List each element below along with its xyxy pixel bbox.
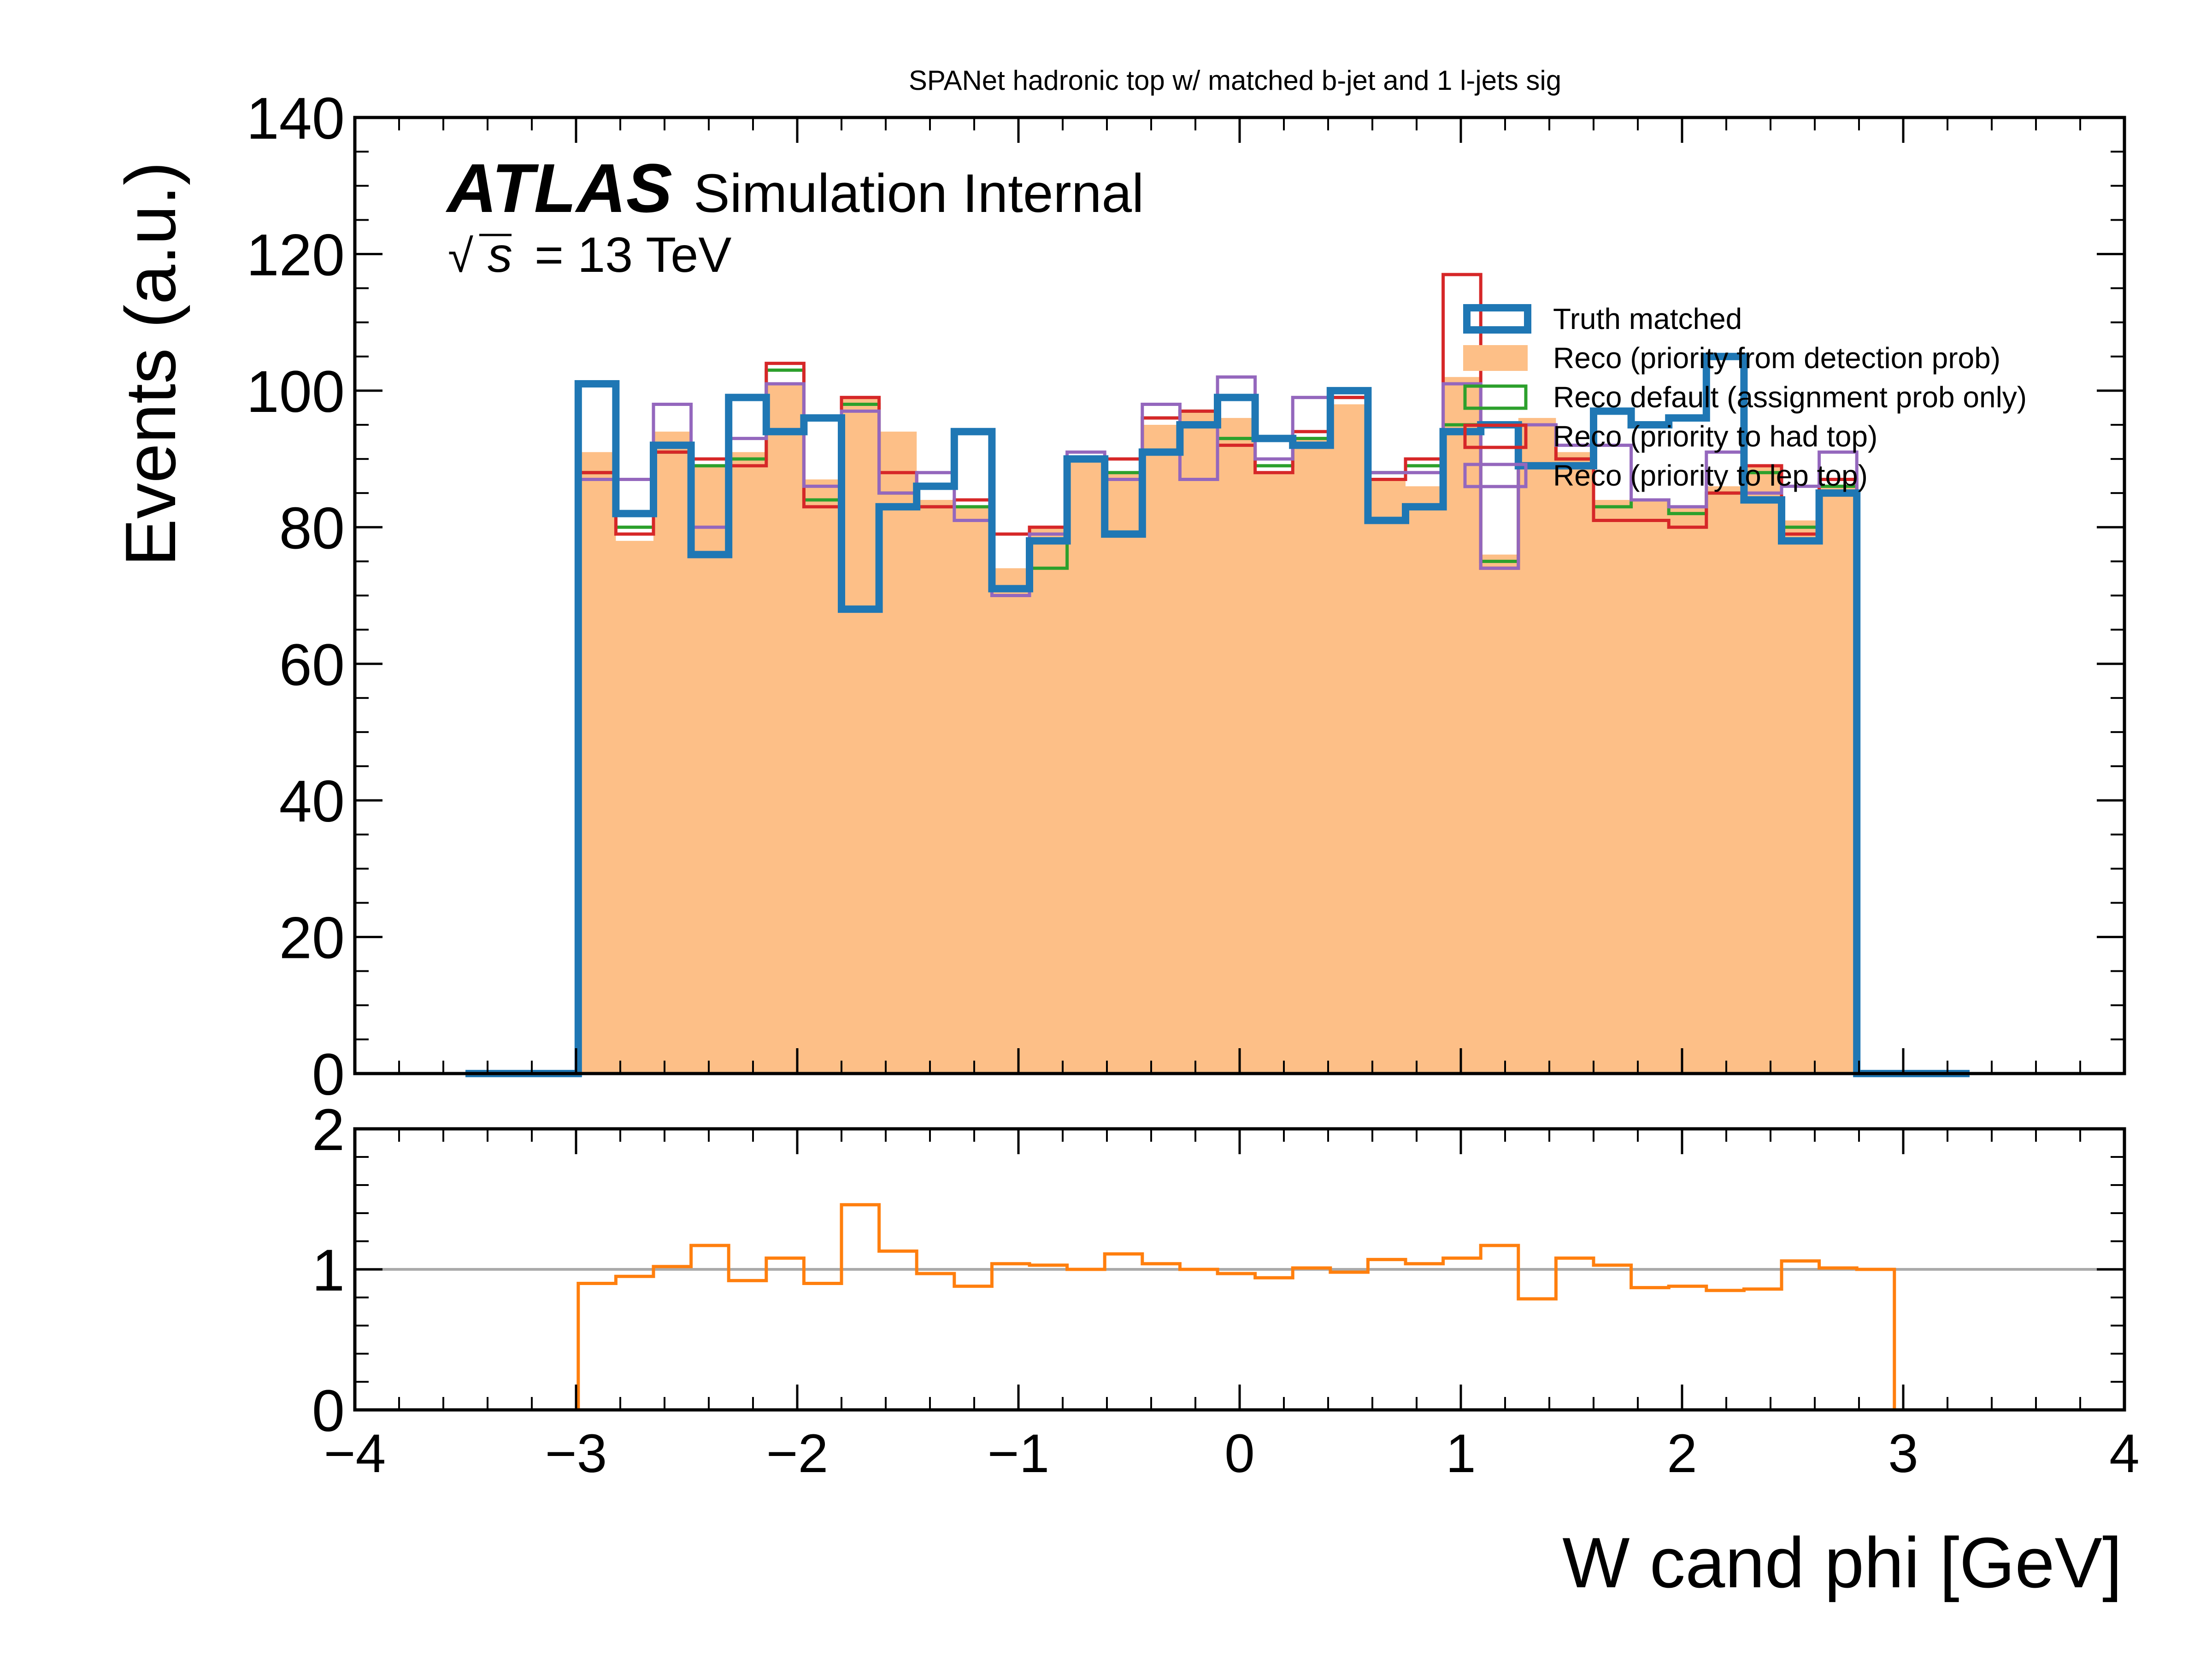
legend-swatch-reco-priority-to-had-top: [1463, 423, 1528, 449]
legend-swatch-truth-matched: [1463, 304, 1531, 334]
y-axis-label: Events (a.u.): [111, 162, 190, 567]
legend-swatch-reco-priority-from-detection-prob: [1463, 345, 1528, 371]
x-tick-label: 2: [1667, 1423, 1697, 1484]
x-tick-label: −3: [545, 1423, 607, 1484]
ratio-plot-area: [355, 1203, 2124, 1412]
legend-label-reco-default-assignment-prob-only: Reco default (assignment prob only): [1553, 381, 2027, 414]
ratio-series: [465, 1203, 1970, 1412]
x-tick-label: 1: [1446, 1423, 1476, 1484]
step-series-reco-priority-to-lep-top: [465, 375, 1970, 1075]
chart-title: SPANet hadronic top w/ matched b-jet and…: [909, 65, 1561, 96]
legend-label-truth-matched: Truth matched: [1553, 302, 1742, 335]
y-tick-label: 120: [246, 223, 345, 288]
main-plot-area: [465, 273, 1970, 1077]
legend-swatch-reco-default-assignment-prob-only: [1463, 384, 1528, 410]
legend-swatch-reco-priority-to-lep-top: [1463, 463, 1528, 488]
x-tick-label: −4: [324, 1423, 386, 1484]
main-frame: [353, 116, 2126, 1075]
y-tick-label: 80: [279, 495, 345, 561]
legend-label-reco-priority-to-had-top: Reco (priority to had top): [1553, 420, 1877, 453]
x-tick-label: −1: [988, 1423, 1050, 1484]
atlas-sublabel: Simulation Internal: [694, 163, 1144, 224]
atlas-label: ATLAS: [445, 149, 672, 227]
main-axes: 0 20 40 60 80 100 120 140: [246, 86, 2126, 1108]
legend-label-reco-priority-from-detection-prob: Reco (priority from detection prob): [1553, 341, 2000, 375]
legend: Truth matched Reco (priority from detecti…: [1463, 302, 2027, 492]
x-tick-label: 3: [1888, 1423, 1918, 1484]
ratio-axes: −4 −3 −2 −1 0 1 2 3 4 0 1 2: [312, 1097, 2140, 1484]
step-series-truth-matched: [465, 352, 1970, 1077]
ratio-frame: [353, 1127, 2126, 1412]
energy-sqrt-symbol: √: [448, 230, 473, 282]
x-tick-label: 4: [2109, 1423, 2140, 1484]
energy-value: = 13 TeV: [535, 227, 731, 282]
y-tick-label: 100: [246, 359, 345, 425]
y-tick-label: 0: [312, 1042, 345, 1108]
y-tick-label: 0: [312, 1378, 345, 1444]
x-tick-label: 0: [1224, 1423, 1255, 1484]
atlas-label-block: ATLAS Simulation Internal √ s = 13 TeV: [445, 149, 1144, 282]
y-tick-label: 140: [246, 86, 345, 152]
y-tick-label: 60: [279, 632, 345, 698]
legend-label-reco-priority-to-lep-top: Reco (priority to lep top): [1553, 459, 1868, 492]
y-tick-label: 1: [312, 1238, 345, 1303]
x-axis-label: W cand phi [GeV]: [1562, 1523, 2122, 1602]
energy-s: s: [488, 227, 512, 282]
main-panel: 0 20 40 60 80 100 120 140: [246, 86, 2126, 1108]
y-tick-label: 2: [312, 1097, 345, 1163]
y-tick-label: 20: [279, 905, 345, 971]
ratio-panel: −4 −3 −2 −1 0 1 2 3 4 0 1 2: [312, 1097, 2140, 1484]
x-tick-label: −2: [766, 1423, 829, 1484]
y-tick-label: 40: [279, 769, 345, 834]
